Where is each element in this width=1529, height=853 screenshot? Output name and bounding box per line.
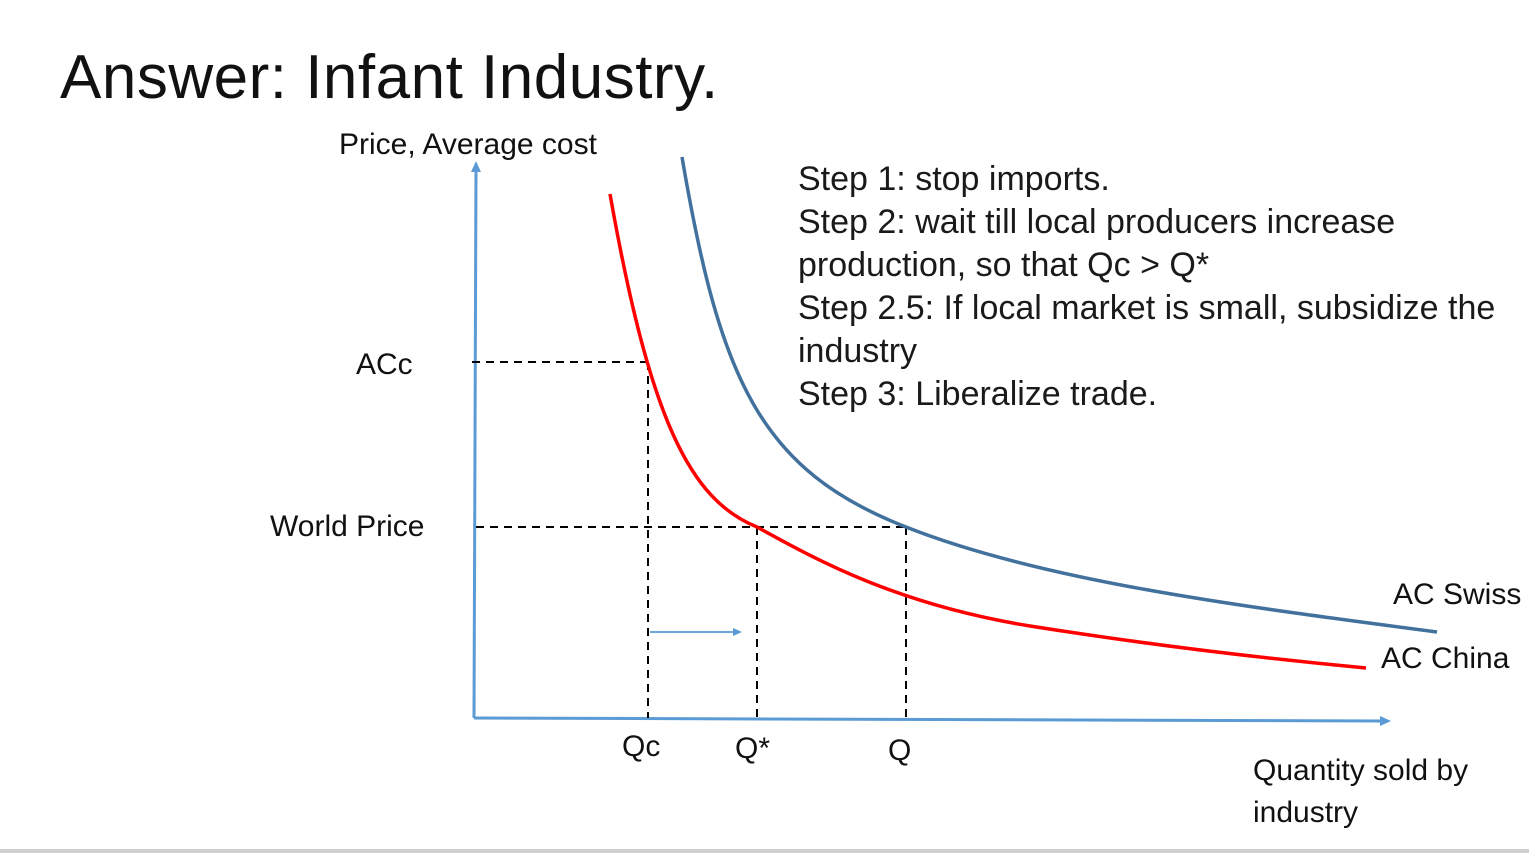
step-2-5: Step 2.5: If local market is small, subs… <box>798 289 1496 370</box>
x-axis-label: Quantity sold by industry <box>1253 754 1469 829</box>
step-3: Step 3: Liberalize trade. <box>798 375 1158 413</box>
bottom-divider <box>0 849 1529 853</box>
y-axis <box>470 161 481 719</box>
y-axis-label: Price, Average cost <box>339 128 597 161</box>
qstar-label: Q* <box>735 732 771 765</box>
qc-label: Qc <box>622 730 661 763</box>
x-axis <box>473 715 1391 726</box>
ac-china-curve <box>608 193 1367 670</box>
step-2: Step 2: wait till local producers increa… <box>798 203 1396 284</box>
q-label: Q <box>888 734 912 767</box>
ac-china-label: AC China <box>1381 642 1510 675</box>
world-price-label: World Price <box>270 510 425 543</box>
ac-swiss-curve <box>680 156 1438 634</box>
steps-list: Step 1: stop imports. Step 2: wait till … <box>798 158 1498 416</box>
acc-level-label: ACc <box>356 348 413 381</box>
ac-swiss-label: AC Swiss <box>1393 578 1522 611</box>
slide-title: Answer: Infant Industry. <box>60 43 719 112</box>
step-1: Step 1: stop imports. <box>798 160 1110 198</box>
